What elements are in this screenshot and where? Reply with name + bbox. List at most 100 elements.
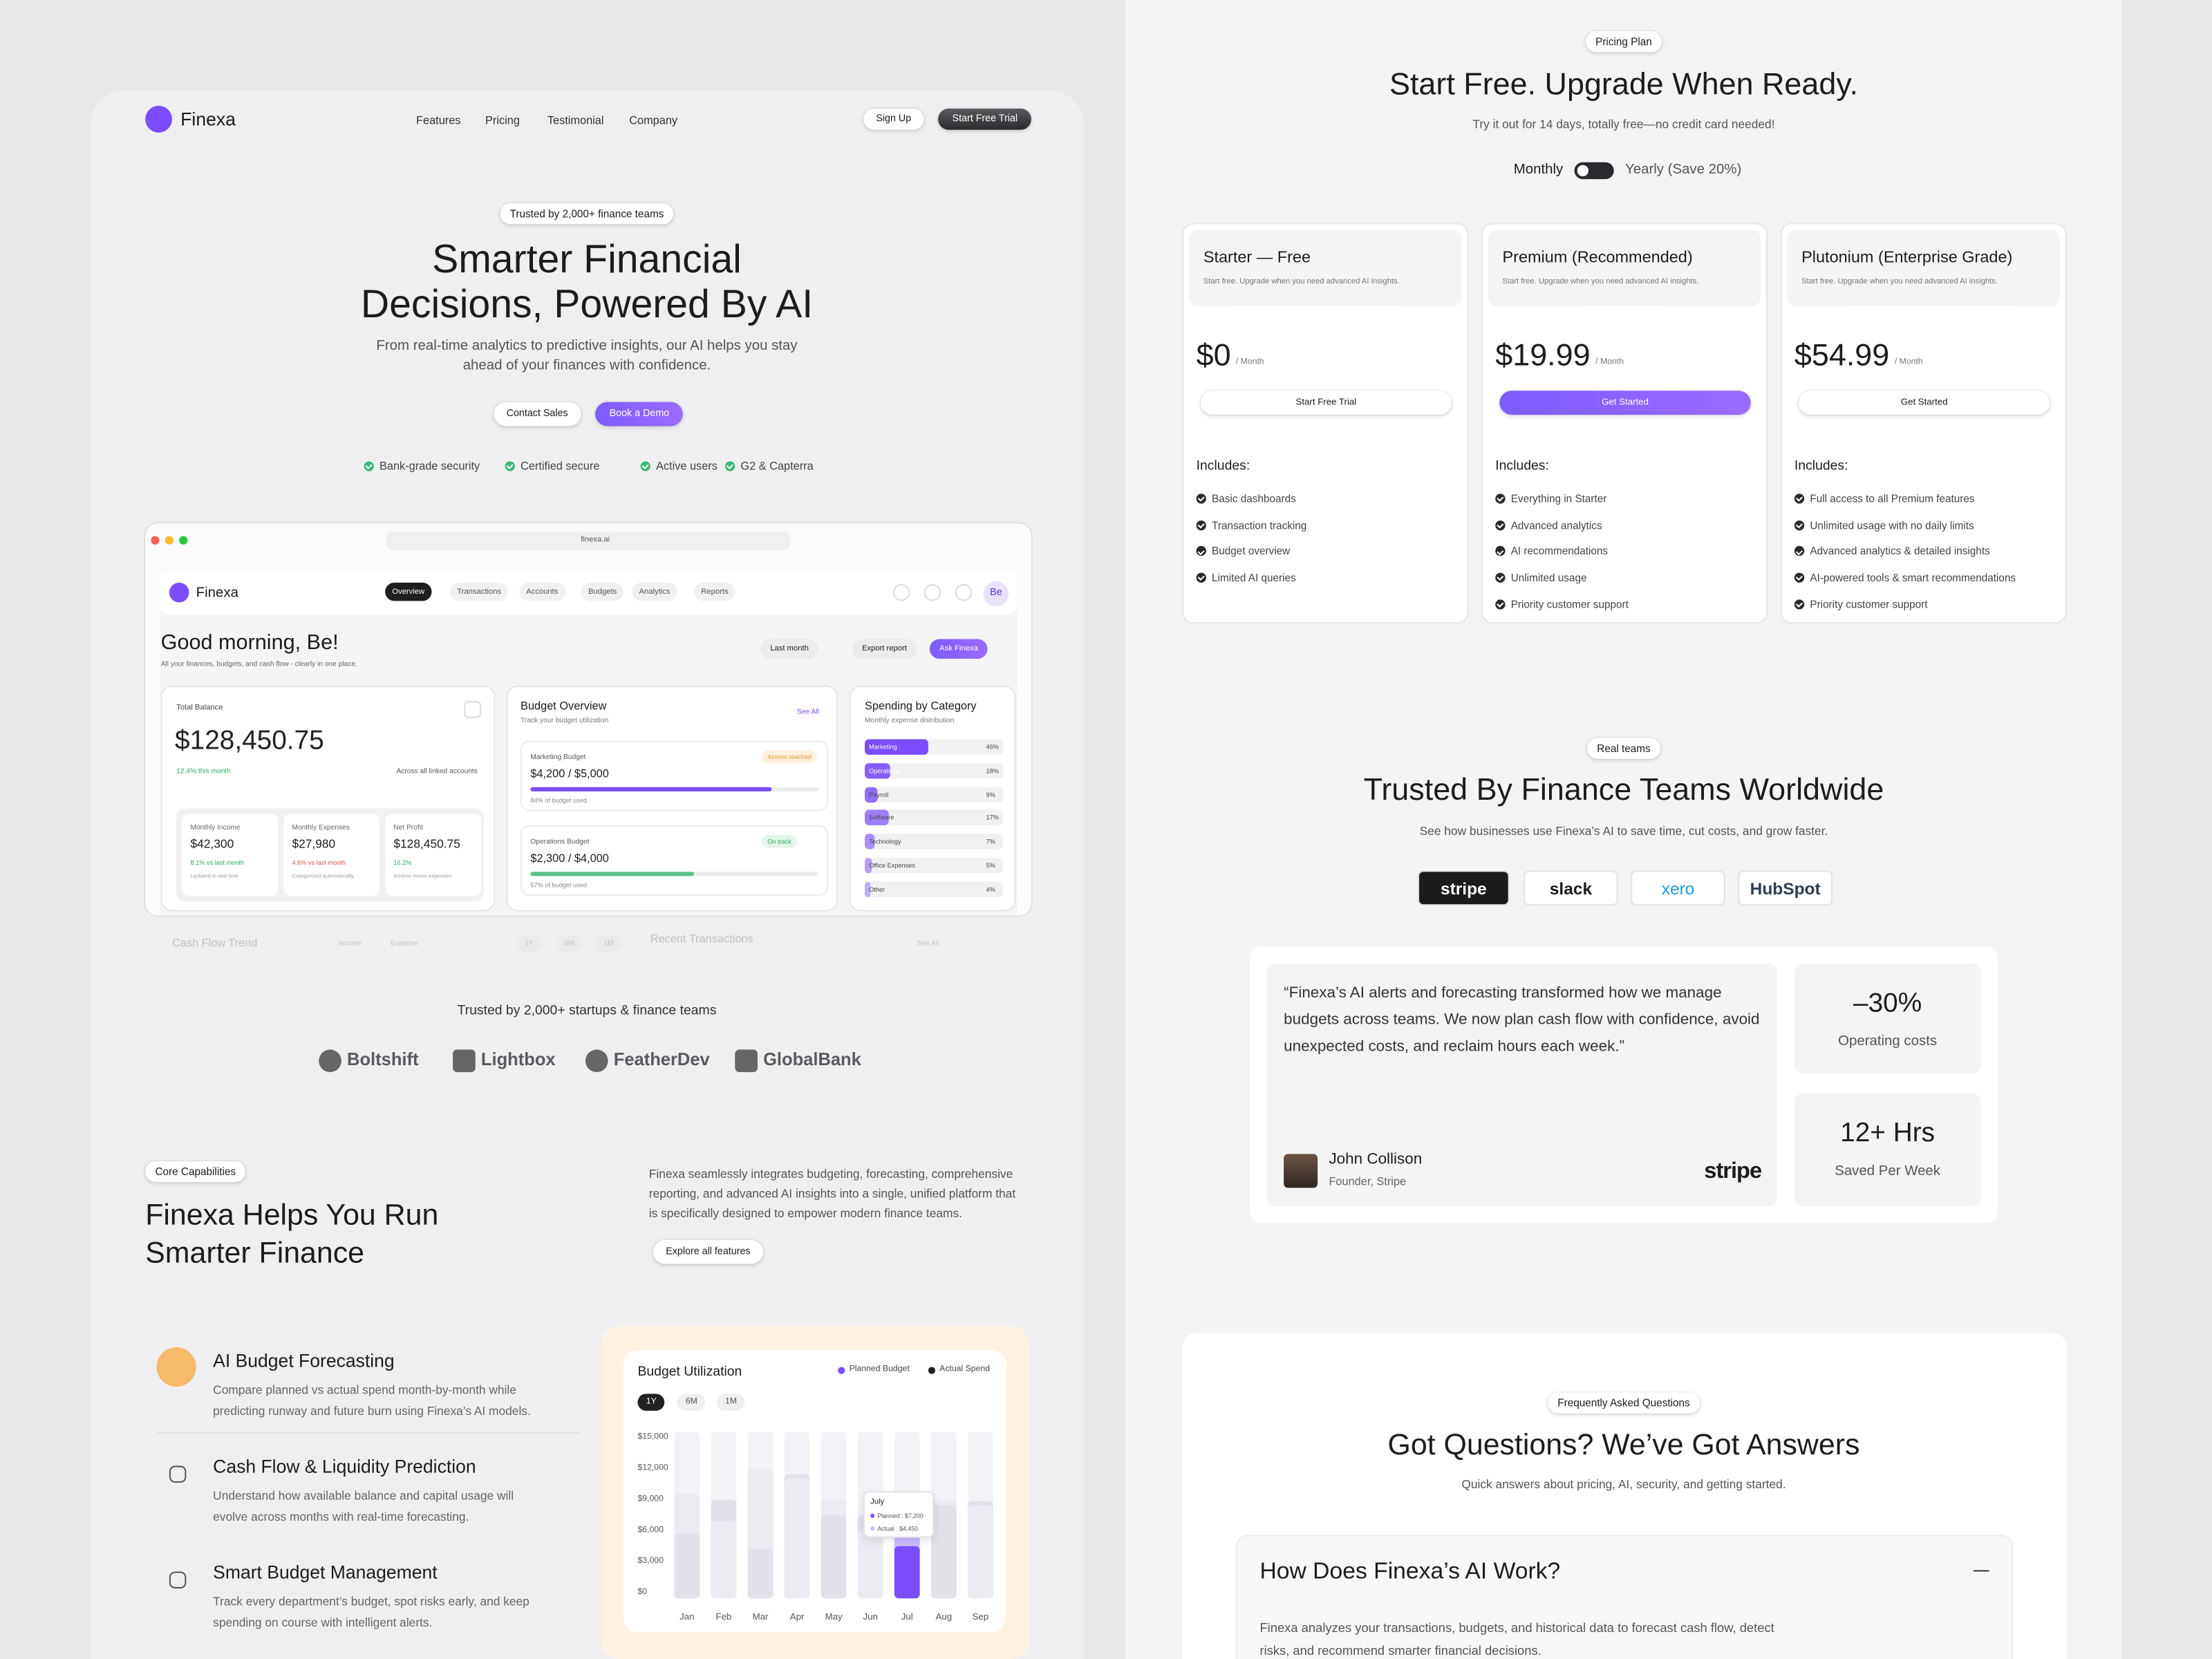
logo-mark xyxy=(735,1049,758,1073)
bar xyxy=(967,1504,993,1599)
faded-title: Recent Transactions xyxy=(650,932,753,946)
logo-mark xyxy=(453,1049,476,1073)
company-logo: xero xyxy=(1631,870,1725,906)
plan-button[interactable]: Start Free Trial xyxy=(1200,391,1452,415)
stat-note: Updated in real time xyxy=(190,873,238,879)
app-tab[interactable]: Reports xyxy=(694,582,735,601)
plan-name: Premium (Recommended) xyxy=(1502,250,1693,267)
explore-button[interactable]: Explore all features xyxy=(653,1239,763,1264)
chart-tab[interactable]: 1M xyxy=(716,1394,746,1411)
testimonials-badge: Real teams xyxy=(1586,738,1660,759)
browser-mockup: finexa.ai Finexa Overview Transactions Accou… xyxy=(144,522,1033,917)
pricing-subtitle: Try it out for 14 days, totally free—no … xyxy=(1472,117,1775,131)
bar xyxy=(784,1479,810,1599)
dashboard-control[interactable]: Last month xyxy=(760,639,819,659)
budget-card: Budget Overview Track your budget utiliza… xyxy=(506,685,838,912)
plan-feature: Unlimited usage with no daily limits xyxy=(1810,518,1974,532)
stats-box: Monthly Income $42,300 8.1% vs last month U… xyxy=(176,808,484,902)
budget-percent: 84% of budget used xyxy=(530,797,588,805)
nav-link[interactable]: Features xyxy=(416,114,461,127)
nav-link[interactable]: Testimonial xyxy=(547,114,604,127)
see-all[interactable]: See All xyxy=(797,708,819,717)
stat-label: Net Profit xyxy=(393,823,423,833)
plan-price: $19.99 xyxy=(1495,337,1591,373)
plan-feature: Advanced analytics & detailed insights xyxy=(1810,545,1990,558)
partner-logo: GlobalBank xyxy=(763,1049,861,1069)
nav-link[interactable]: Pricing xyxy=(485,114,520,127)
plan-card: Starter — Free Start free. Upgrade when y… xyxy=(1182,223,1469,624)
plan-button[interactable]: Get Started xyxy=(1499,391,1751,415)
app-tab[interactable]: Analytics xyxy=(632,582,677,601)
chart-tab[interactable]: 1Y xyxy=(637,1394,665,1411)
faded-row: Cash Flow Trend Income Expense 1Y 6M 1M Recent… xyxy=(158,923,1030,965)
category-value: 46% xyxy=(986,743,999,751)
balance-card: Total Balance $128,450.75 12.4% this month… xyxy=(160,685,496,912)
plan-desc: Start free. Upgrade when you need advanc… xyxy=(1801,278,1998,287)
plan-feature: Unlimited usage xyxy=(1510,571,1587,585)
app-tab[interactable]: Overview xyxy=(385,582,432,601)
stat-note: Income minus expenses xyxy=(393,873,451,879)
bar xyxy=(821,1515,847,1599)
dashboard-control[interactable]: Ask Finexa xyxy=(929,639,988,659)
trial-button[interactable]: Start Free Trial xyxy=(938,109,1032,130)
monthly-label[interactable]: Monthly xyxy=(1513,162,1564,178)
category-value: 17% xyxy=(986,814,999,822)
window-dot xyxy=(151,536,160,545)
chart-tab[interactable]: 6M xyxy=(677,1394,706,1411)
balance-note: Across all linked accounts xyxy=(396,767,478,776)
feature-title: AI Budget Forecasting xyxy=(213,1350,395,1371)
author-name: John Collison xyxy=(1329,1151,1423,1168)
budget-name: Operations Budget xyxy=(530,838,590,847)
faq-subtitle: Quick answers about pricing, AI, securit… xyxy=(1461,1477,1786,1492)
feature-text: Compare planned vs actual spend month-by… xyxy=(213,1382,531,1418)
faded-title: Cash Flow Trend xyxy=(171,937,258,950)
category-label: Other xyxy=(869,885,885,893)
yearly-label[interactable]: Yearly (Save 20%) xyxy=(1625,162,1742,178)
stat-card: Net Profit $128,450.75 16.2% Income minus e… xyxy=(385,814,481,896)
faq-answer: Finexa analyzes your transactions, budge… xyxy=(1259,1620,1774,1658)
dashboard-control[interactable]: Export report xyxy=(852,639,917,659)
book-demo-button[interactable]: Book a Demo xyxy=(595,402,684,427)
app-tab[interactable]: Transactions xyxy=(450,582,509,601)
stat-note: Categorized automatically xyxy=(292,873,354,879)
stat-value: –30% xyxy=(1853,988,1922,1019)
y-tick-label: $6,000 xyxy=(637,1526,664,1535)
x-tick-label: May xyxy=(825,1612,843,1622)
plan-price: $0 xyxy=(1196,337,1231,373)
greeting: Good morning, Be! xyxy=(160,630,339,655)
includes-label: Includes: xyxy=(1196,458,1250,474)
quote: “Finexa’s AI alerts and forecasting tran… xyxy=(1284,984,1760,1056)
window-dot xyxy=(165,536,174,545)
nav-link[interactable]: Company xyxy=(629,114,678,127)
category-label: Payroll xyxy=(869,791,889,798)
logo-mark xyxy=(585,1049,608,1073)
tooltip-dot xyxy=(870,1513,875,1518)
check-icon xyxy=(1196,494,1206,504)
company-logo: stripe xyxy=(1418,870,1510,906)
app-tab[interactable]: Budgets xyxy=(581,582,624,601)
faq-question[interactable]: How Does Finexa’s AI Work? xyxy=(1259,1559,1561,1584)
stat-label: Operating costs xyxy=(1838,1033,1938,1050)
stat-card: –30% Operating costs xyxy=(1794,963,1981,1074)
app-tab[interactable]: Accounts xyxy=(519,582,565,601)
budget-status: Almost reached xyxy=(762,750,818,764)
tooltip: July Planned : $7,200 Actual : $4,450 xyxy=(863,1491,935,1538)
budget-item: Operations Budget On track $2,300 / $4,000… xyxy=(521,825,828,896)
icon-button xyxy=(892,583,910,601)
window-dot xyxy=(179,536,188,545)
budget-status: On track xyxy=(762,835,798,848)
feature-title: Smart Budget Management xyxy=(213,1562,438,1583)
partner-logo: Boltshift xyxy=(347,1049,419,1069)
contact-sales-button[interactable]: Contact Sales xyxy=(494,402,581,427)
plan-desc: Start free. Upgrade when you need advanc… xyxy=(1502,278,1699,287)
category-label: Technology xyxy=(869,838,901,845)
logo-mark xyxy=(319,1049,341,1073)
faded-legend: Expense xyxy=(391,939,419,948)
plan-period: / Month xyxy=(1235,358,1264,367)
check-icon xyxy=(1495,572,1506,583)
sign-up-button[interactable]: Sign Up xyxy=(863,109,924,130)
chart-frame: Budget Utilization Planned Budget Actual S… xyxy=(601,1326,1030,1659)
plan-button[interactable]: Get Started xyxy=(1799,391,2050,415)
category-track xyxy=(865,810,1004,826)
stat-change: 16.2% xyxy=(393,859,412,867)
